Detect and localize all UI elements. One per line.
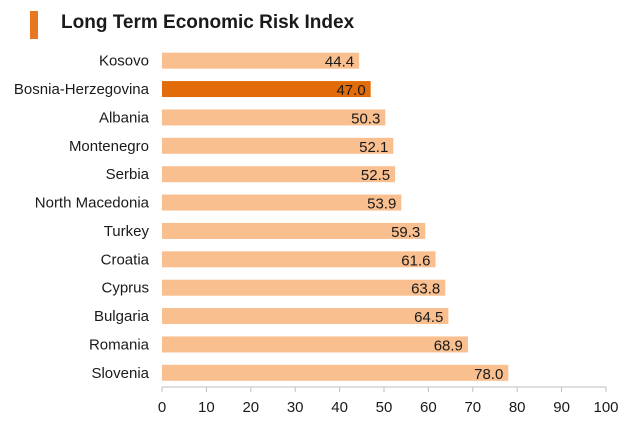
data-label: 47.0 [336,82,365,99]
bar [162,222,426,239]
bar [162,279,446,296]
category-label: Bosnia-Herzegovina [14,81,150,98]
data-label: 52.5 [361,167,390,184]
bar [162,308,449,325]
data-label: 53.9 [367,196,396,213]
bar [162,364,509,381]
category-label: Croatia [101,251,150,268]
data-label: 59.3 [391,224,420,241]
bar [162,166,396,183]
category-label: Bulgaria [94,308,150,325]
category-label: Albania [99,109,150,126]
category-label: Romania [89,336,150,353]
bar [162,52,360,69]
bar [162,137,394,154]
bar [162,109,386,126]
category-label: Montenegro [69,138,149,155]
category-label: Kosovo [99,53,149,70]
x-tick-label: 10 [198,399,215,416]
x-tick-label: 30 [287,399,304,416]
category-label: Serbia [106,166,150,183]
data-label: 61.6 [401,252,430,269]
data-label: 52.1 [359,139,388,156]
data-label: 68.9 [434,337,463,354]
data-label: 63.8 [411,281,440,298]
x-tick-label: 50 [376,399,393,416]
bar [162,251,436,268]
x-tick-label: 100 [593,399,618,416]
data-label: 50.3 [351,110,380,127]
x-tick-label: 80 [509,399,526,416]
bar [162,336,468,353]
x-tick-label: 40 [331,399,348,416]
bar [162,194,402,211]
x-tick-label: 90 [553,399,570,416]
category-label: North Macedonia [35,195,150,212]
data-label: 78.0 [474,366,503,383]
data-label: 64.5 [414,309,443,326]
category-label: Turkey [104,223,150,240]
chart-title: Long Term Economic Risk Index [61,12,355,33]
data-label: 44.4 [325,54,354,71]
category-label: Slovenia [91,365,149,382]
title-accent-bar [30,11,38,39]
x-tick-label: 0 [158,399,166,416]
x-tick-label: 70 [464,399,481,416]
category-label: Cyprus [101,280,149,297]
x-tick-label: 60 [420,399,437,416]
bar [162,81,371,98]
x-tick-label: 20 [242,399,259,416]
